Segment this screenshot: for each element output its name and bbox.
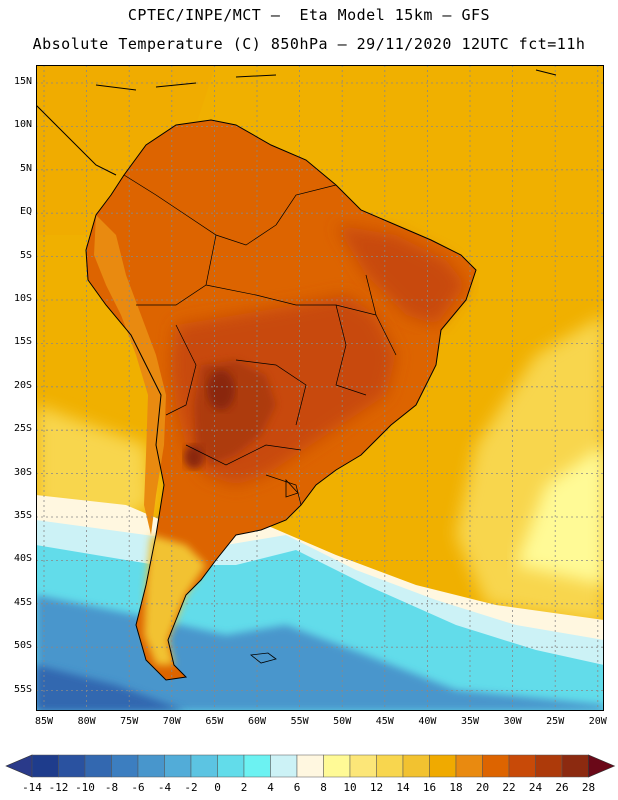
lat-label: 40S (13, 553, 32, 565)
colorbar-swatch (84, 754, 112, 778)
title-line-2: Absolute Temperature (C) 850hPa – 29/11/… (32, 35, 586, 53)
lon-label: 80W (77, 716, 96, 727)
colorbar-label: 24 (528, 781, 543, 794)
lon-label: 85W (34, 716, 54, 727)
lat-label: 10N (13, 119, 32, 131)
colorbar-label: 0 (214, 781, 221, 794)
colorbar-label: 10 (343, 781, 357, 794)
lat-label: 10S (13, 293, 32, 304)
hot-spot-south (184, 445, 204, 469)
colorbar-swatch (323, 754, 351, 778)
colorbar-swatch (508, 754, 536, 778)
colorbar-label: -12 (48, 781, 69, 794)
colorbar-label: 18 (449, 781, 463, 794)
lat-label: 35S (13, 510, 32, 521)
brazil-northeast-warm (336, 225, 466, 325)
colorbar-label: 6 (293, 781, 301, 794)
colorbar-swatch (349, 754, 377, 778)
lon-label: 55W (290, 716, 309, 727)
caribbean-islands (95, 69, 557, 91)
lat-label: 15N (13, 76, 32, 87)
map-canvas[interactable] (36, 65, 604, 711)
lon-label: 25W (546, 716, 565, 727)
lat-label: 15S (13, 336, 32, 348)
colorbar-swatch (402, 754, 430, 778)
lon-label: 50W (333, 716, 352, 727)
colorbar-label: 26 (555, 781, 569, 794)
lon-label: 75W (120, 716, 139, 727)
colorbar-over-arrow (588, 754, 616, 778)
pacific-strip (36, 405, 151, 525)
colorbar-swatch (270, 754, 298, 778)
colorbar-label: 4 (267, 781, 274, 794)
lat-label: 30S (13, 466, 32, 478)
lat-label: 5S (19, 249, 32, 261)
map-border (36, 65, 604, 711)
lon-label: 45W (375, 716, 394, 727)
colorbar-swatch (111, 754, 139, 778)
cold-water-dark (36, 665, 186, 711)
colorbar-swatch (190, 754, 218, 778)
colorbar-label: 12 (369, 781, 384, 794)
colorbar-swatch (164, 754, 192, 778)
central-america (36, 104, 117, 176)
lon-label: 70W (162, 716, 181, 727)
lat-label: 50S (13, 640, 32, 652)
patagonia-cool (144, 535, 206, 665)
colorbar-swatch (296, 754, 324, 778)
coastline (85, 119, 477, 681)
lon-label: 35W (460, 716, 480, 727)
colorbar-label: -6 (131, 781, 145, 794)
lat-label: 25S (13, 423, 32, 435)
temperature-map[interactable] (36, 65, 604, 711)
colorbar-swatch (243, 754, 271, 778)
colorbar (5, 754, 616, 778)
colorbar-label: -4 (157, 781, 172, 794)
colorbar-label: 8 (320, 781, 327, 794)
lon-label: 20W (588, 716, 607, 727)
lon-label: 30W (503, 716, 522, 727)
colorbar-label: -14 (22, 781, 42, 794)
lat-label: 20S (13, 379, 32, 391)
colorbar-label: 16 (422, 781, 437, 794)
colorbar-swatch (561, 754, 589, 778)
country-borders (123, 174, 397, 506)
colorbar-label: 20 (475, 781, 490, 794)
colorbar-swatch (482, 754, 510, 778)
colorbar-label: -10 (75, 781, 95, 794)
falklands (250, 652, 277, 664)
lat-label: EQ (19, 206, 32, 218)
colorbar-swatch (31, 754, 59, 778)
lon-label: 40W (418, 716, 437, 727)
colorbar-swatch (217, 754, 245, 778)
colorbar-swatch (137, 754, 165, 778)
colorbar-label: 14 (396, 781, 410, 794)
nw-warm-band (36, 65, 216, 235)
lat-label: 45S (13, 596, 32, 608)
colorbar-swatch (429, 754, 457, 778)
light-water-band (516, 445, 604, 585)
colorbar-under-arrow (5, 754, 33, 778)
colorbar-label: 22 (502, 781, 516, 794)
colorbar-label: -2 (184, 781, 198, 794)
colorbar-label: -8 (104, 781, 119, 794)
colorbar-label: 28 (581, 781, 596, 794)
lon-label: 60W (247, 716, 267, 727)
colorbar-swatch (376, 754, 404, 778)
cold-water-blue (36, 595, 604, 711)
hot-spot-chaco (207, 370, 235, 410)
colorbar-swatch (535, 754, 563, 778)
colorbar-swatch (58, 754, 86, 778)
lon-label: 65W (205, 716, 224, 727)
lagoon (285, 478, 299, 498)
title-line-1: CPTEC/INPE/MCT – Eta Model 15km – GFS (127, 6, 491, 24)
lat-label: 5N (19, 162, 32, 174)
andes-cooler-strip (94, 215, 166, 535)
lat-label: 55S (13, 683, 32, 695)
colorbar-label: 2 (240, 781, 248, 794)
colorbar-swatch (455, 754, 483, 778)
